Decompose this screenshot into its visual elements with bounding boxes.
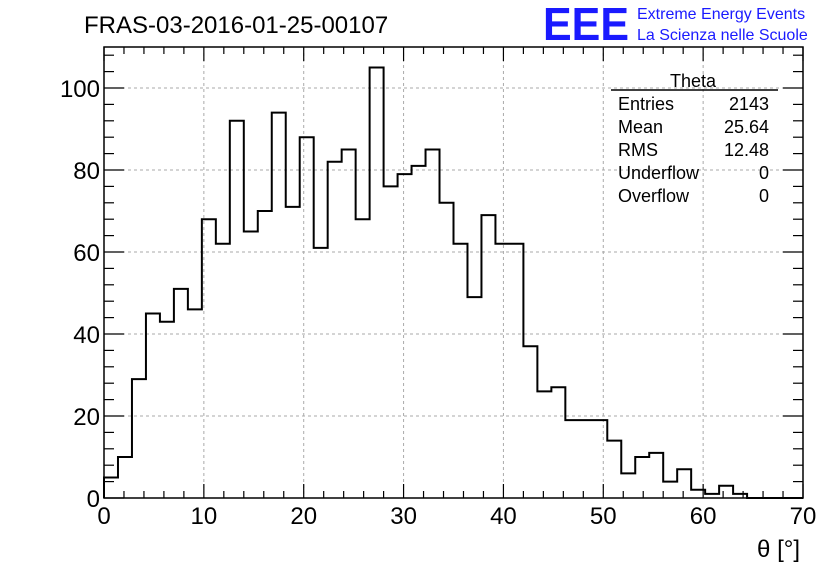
x-tick-label: 40 [490, 503, 517, 530]
stats-value: 0 [759, 163, 769, 183]
stats-label: Mean [618, 117, 663, 137]
plot-frame [103, 46, 804, 499]
stats-value: 12.48 [724, 140, 769, 160]
y-tick-label: 80 [73, 158, 100, 185]
stats-value: 2143 [729, 94, 769, 114]
stats-label: RMS [618, 140, 658, 160]
x-tick-label: 0 [97, 503, 110, 530]
x-tick-label: 10 [191, 503, 218, 530]
stats-value: 25.64 [724, 117, 769, 137]
histogram-series [103, 66, 803, 499]
eee-logo-line2: La Scienza nelle Scuole [637, 27, 808, 44]
stats-rows: Entries 2143 Mean 25.64 RMS 12.48 Underflow 0 Ov… [618, 94, 769, 206]
y-tick-label: 40 [73, 322, 100, 349]
y-tick-label: 0 [87, 486, 100, 513]
y-tick-labels: 0 20 40 60 80 100 [60, 76, 100, 513]
y-tick-label: 20 [73, 404, 100, 431]
x-tick-label: 30 [390, 503, 417, 530]
axis-ticks [103, 47, 804, 499]
eee-logo-line1: Extreme Energy Events [637, 6, 805, 23]
stats-value: 0 [759, 186, 769, 206]
eee-logo: EEE Extreme Energy Events La Scienza nel… [543, 0, 808, 50]
stats-title: Theta [670, 71, 717, 91]
chart-title: FRAS-03-2016-01-25-00107 [84, 12, 388, 39]
x-tick-label: 20 [290, 503, 317, 530]
y-tick-label: 100 [60, 76, 100, 103]
x-axis-label: θ [°] [757, 536, 800, 563]
stats-box: Theta Entries 2143 Mean 25.64 RMS 12.48 Underf… [611, 71, 778, 206]
x-tick-labels: 0 10 20 30 40 50 60 70 [97, 503, 816, 530]
y-tick-label: 60 [73, 240, 100, 267]
x-tick-label: 70 [790, 503, 817, 530]
stats-label: Underflow [618, 163, 700, 183]
grid-lines [104, 47, 803, 498]
stats-label: Entries [618, 94, 674, 114]
stats-label: Overflow [618, 186, 690, 206]
x-tick-label: 60 [690, 503, 717, 530]
eee-logo-letters: EEE [543, 0, 629, 50]
x-tick-label: 50 [590, 503, 617, 530]
